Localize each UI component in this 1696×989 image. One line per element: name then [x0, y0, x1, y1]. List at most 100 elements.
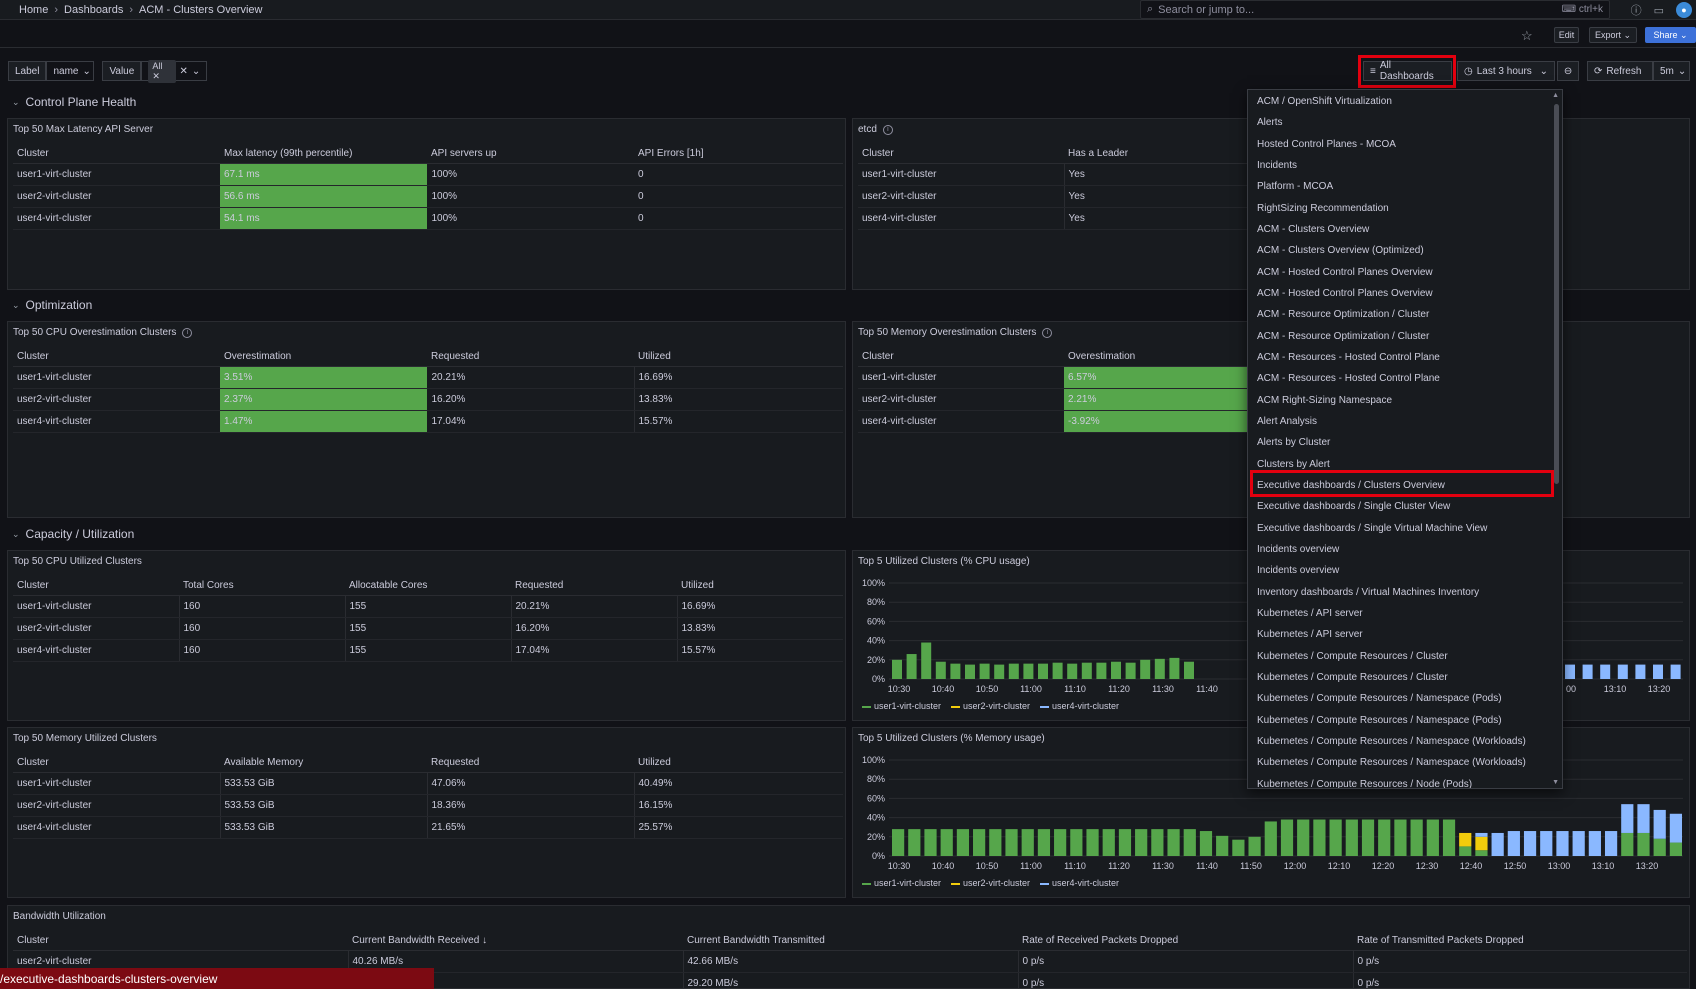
dashboard-option[interactable]: ACM - Resource Optimization / Cluster: [1257, 330, 1430, 342]
column-header[interactable]: Max latency (99th percentile): [220, 145, 427, 164]
news-icon[interactable]: ▭: [1653, 4, 1664, 17]
dashboard-option[interactable]: Kubernetes / Compute Resources / Cluster: [1257, 672, 1448, 684]
legend-item[interactable]: user2-virt-cluster: [951, 878, 1030, 888]
cluster-link[interactable]: user1-virt-cluster: [13, 366, 220, 389]
legend-item[interactable]: user1-virt-cluster: [862, 878, 941, 888]
scroll-down-icon[interactable]: ▼: [1552, 779, 1559, 786]
dashboard-option[interactable]: Kubernetes / Compute Resources / Node (P…: [1257, 778, 1473, 789]
column-header[interactable]: Total Cores: [179, 577, 345, 596]
column-header[interactable]: API servers up: [427, 145, 634, 164]
cluster-link[interactable]: user1-virt-cluster: [858, 163, 1064, 186]
value-chip[interactable]: All ✕: [148, 59, 176, 83]
dashboard-option[interactable]: Kubernetes / API server: [1257, 629, 1363, 641]
info-icon[interactable]: i: [182, 327, 193, 338]
column-header[interactable]: Cluster: [13, 932, 348, 951]
share-button[interactable]: Share ⌄: [1645, 27, 1696, 43]
column-header[interactable]: Cluster: [13, 754, 220, 773]
dashboard-option[interactable]: Inventory dashboards / Virtual Machines …: [1257, 586, 1480, 598]
dashboard-option[interactable]: Executive dashboards / Clusters Overview: [1257, 480, 1445, 492]
zoom-out-button[interactable]: ⊖: [1557, 61, 1579, 81]
column-header[interactable]: API Errors [1h]: [634, 145, 843, 164]
column-header[interactable]: Rate of Received Packets Dropped: [1018, 932, 1353, 951]
column-header[interactable]: Cluster: [13, 348, 220, 367]
cluster-link[interactable]: user1-virt-cluster: [13, 163, 220, 186]
export-button[interactable]: Export ⌄: [1589, 27, 1637, 43]
info-icon[interactable]: i: [1042, 327, 1053, 338]
avatar[interactable]: ●: [1676, 2, 1692, 18]
column-header[interactable]: Available Memory: [220, 754, 427, 773]
dashboard-option[interactable]: Executive dashboards / Single Virtual Ma…: [1257, 522, 1488, 534]
dashboard-option[interactable]: ACM Right-Sizing Namespace: [1257, 394, 1393, 406]
dashboard-option[interactable]: Kubernetes / Compute Resources / Namespa…: [1257, 736, 1526, 747]
dashboard-option[interactable]: Alert Analysis: [1257, 416, 1318, 428]
star-icon[interactable]: ☆: [1521, 28, 1533, 43]
help-icon[interactable]: ⓘ: [1630, 5, 1642, 17]
value-variable-select[interactable]: All ✕ ✕ ⌄: [141, 59, 208, 83]
cluster-link[interactable]: user4-virt-cluster: [13, 816, 220, 839]
legend-item[interactable]: user4-virt-cluster: [1040, 878, 1119, 888]
column-header[interactable]: Utilized: [634, 754, 843, 773]
cluster-link[interactable]: user4-virt-cluster: [858, 207, 1064, 230]
dashboard-option[interactable]: Hosted Control Planes - MCOA: [1257, 138, 1396, 150]
refresh-interval-select[interactable]: 5m ⌄: [1653, 61, 1690, 81]
cluster-link[interactable]: user4-virt-cluster: [13, 207, 220, 230]
cluster-link[interactable]: user2-virt-cluster: [13, 388, 220, 411]
legend-item[interactable]: user2-virt-cluster: [951, 701, 1030, 711]
section-capacity[interactable]: ⌄ Capacity / Utilization: [12, 527, 135, 541]
cluster-link[interactable]: user2-virt-cluster: [13, 617, 179, 640]
column-header[interactable]: Cluster: [13, 145, 220, 164]
column-header[interactable]: Allocatable Cores: [345, 577, 511, 596]
column-header[interactable]: Cluster: [858, 145, 1064, 164]
column-header[interactable]: Overestimation: [1064, 348, 1298, 367]
dashboard-option[interactable]: RightSizing Recommendation: [1257, 202, 1389, 214]
dashboard-option[interactable]: ACM - Clusters Overview (Optimized): [1257, 245, 1424, 257]
cluster-link[interactable]: user2-virt-cluster: [858, 388, 1064, 411]
column-header[interactable]: Current Bandwidth Transmitted: [683, 932, 1018, 951]
column-header[interactable]: Overestimation: [220, 348, 427, 367]
column-header[interactable]: Cluster: [13, 577, 179, 596]
legend-item[interactable]: user1-virt-cluster: [862, 701, 941, 711]
column-header[interactable]: Current Bandwidth Received ↓: [348, 932, 683, 951]
dashboard-option[interactable]: Alerts: [1257, 117, 1283, 129]
column-header[interactable]: Requested: [427, 348, 634, 367]
refresh-button[interactable]: ⟳ Refresh: [1587, 61, 1653, 81]
legend-item[interactable]: user4-virt-cluster: [1040, 701, 1119, 711]
clear-icon[interactable]: ✕: [179, 65, 188, 77]
column-header[interactable]: Requested: [511, 577, 677, 596]
section-optimization[interactable]: ⌄ Optimization: [12, 298, 93, 312]
cluster-link[interactable]: user2-virt-cluster: [13, 185, 220, 208]
dashboard-option[interactable]: Incidents: [1257, 160, 1298, 172]
cluster-link[interactable]: user4-virt-cluster: [858, 410, 1064, 433]
dashboard-option[interactable]: Incidents overview: [1257, 565, 1340, 577]
dashboard-option[interactable]: Platform - MCOA: [1257, 181, 1334, 193]
dashboard-option[interactable]: ACM / OpenShift Virtualization: [1257, 96, 1392, 108]
dashboard-option[interactable]: Alerts by Cluster: [1257, 437, 1331, 449]
dashboard-option[interactable]: ACM - Resource Optimization / Cluster: [1257, 309, 1430, 321]
dashboard-option[interactable]: Executive dashboards / Single Cluster Vi…: [1257, 501, 1451, 513]
column-header[interactable]: Requested: [427, 754, 634, 773]
dashboard-option[interactable]: ACM - Hosted Control Planes Overview: [1257, 266, 1433, 278]
cluster-link[interactable]: user4-virt-cluster: [13, 639, 179, 662]
dashboard-option[interactable]: ACM - Clusters Overview: [1257, 224, 1370, 236]
dashboard-option[interactable]: ACM - Resources - Hosted Control Plane: [1257, 373, 1440, 385]
dashboard-option[interactable]: Kubernetes / API server: [1257, 608, 1363, 620]
all-dashboards-button[interactable]: ≡ All Dashboards: [1363, 60, 1452, 82]
dashboard-option[interactable]: Clusters by Alert: [1257, 458, 1330, 470]
dashboard-option[interactable]: Kubernetes / Compute Resources / Cluster: [1257, 650, 1448, 662]
column-header[interactable]: Has a Leader: [1064, 145, 1298, 164]
dashboard-option[interactable]: ACM - Resources - Hosted Control Plane: [1257, 352, 1440, 364]
info-icon[interactable]: i: [882, 124, 893, 135]
column-header[interactable]: Utilized: [677, 577, 843, 596]
dashboard-option[interactable]: ACM - Hosted Control Planes Overview: [1257, 288, 1433, 300]
cluster-link[interactable]: user1-virt-cluster: [858, 366, 1064, 389]
cluster-link[interactable]: user4-virt-cluster: [13, 410, 220, 433]
edit-button[interactable]: Edit: [1554, 27, 1579, 43]
column-header[interactable]: Cluster: [858, 348, 1064, 367]
scroll-up-icon[interactable]: ▲: [1552, 92, 1559, 99]
cluster-link[interactable]: user2-virt-cluster: [13, 794, 220, 817]
cluster-link[interactable]: user2-virt-cluster: [858, 185, 1064, 208]
dashboard-option[interactable]: Kubernetes / Compute Resources / Namespa…: [1257, 693, 1502, 705]
column-header[interactable]: Utilized: [634, 348, 843, 367]
column-header[interactable]: Rate of Transmitted Packets Dropped: [1353, 932, 1687, 951]
breadcrumb-dashboards[interactable]: Dashboards: [64, 3, 124, 16]
